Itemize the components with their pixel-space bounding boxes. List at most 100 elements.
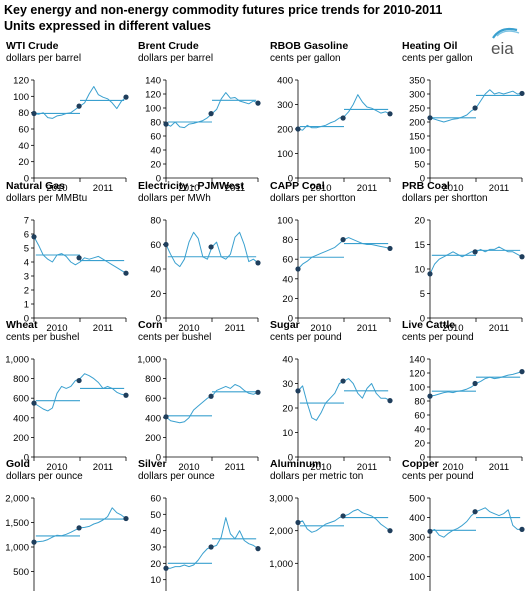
panel-title: Electricity - PJMWest [138, 180, 245, 192]
panel-title: Sugar [270, 319, 300, 331]
y-tick-label: 20 [150, 289, 161, 300]
data-marker [340, 378, 346, 384]
y-tick-label: 120 [409, 369, 425, 380]
y-tick-label: 30 [282, 379, 293, 390]
y-tick-label: 20 [414, 216, 425, 227]
panel-title: Brent Crude [138, 40, 199, 52]
y-tick-label: 0 [24, 314, 29, 325]
y-tick-label: 0 [24, 453, 29, 464]
x-tick-label: 2010 [442, 323, 463, 334]
y-tick-label: 100 [409, 572, 425, 583]
y-tick-label: 40 [18, 141, 29, 152]
x-tick-label: 2011 [489, 462, 509, 473]
data-marker [340, 115, 346, 121]
data-marker [208, 244, 214, 250]
data-marker [31, 539, 37, 545]
y-tick-label: 100 [409, 383, 425, 394]
y-tick-label: 60 [150, 494, 161, 505]
page-title: Key energy and non-energy commodity futu… [4, 3, 443, 17]
y-tick-label: 100 [277, 149, 293, 160]
panel-title: Live Cattle [402, 319, 455, 331]
y-tick-label: 200 [145, 433, 161, 444]
x-tick-label: 2010 [310, 323, 331, 334]
x-tick-label: 2011 [93, 462, 113, 473]
x-tick-label: 2010 [178, 462, 199, 473]
y-tick-label: 60 [150, 240, 161, 251]
x-tick-label: 2010 [46, 183, 67, 194]
panel-title: Wheat [6, 319, 38, 331]
data-marker [31, 110, 37, 117]
data-marker [255, 260, 261, 266]
y-tick-label: 10 [282, 428, 293, 439]
y-tick-label: 20 [18, 157, 29, 168]
data-marker [427, 271, 433, 277]
data-marker [472, 509, 478, 515]
data-marker [76, 377, 82, 384]
y-tick-label: 1,000 [137, 355, 161, 366]
y-tick-label: 500 [13, 567, 29, 578]
panel-title: CAPP Coal [270, 180, 325, 192]
y-tick-label: 50 [150, 510, 161, 521]
panel-title: Gold [6, 458, 30, 470]
y-tick-label: 7 [24, 216, 29, 227]
data-marker [519, 254, 525, 260]
panel-title: Heating Oil [402, 40, 458, 52]
x-tick-label: 2010 [310, 183, 331, 194]
y-tick-label: 20 [282, 404, 293, 415]
x-tick-label: 2010 [46, 323, 67, 334]
data-marker [123, 392, 129, 398]
panel-units: dollars per barrel [6, 53, 81, 64]
data-marker [387, 398, 393, 404]
y-tick-label: 20 [150, 160, 161, 171]
data-marker [123, 94, 129, 100]
y-tick-label: 1,000 [5, 355, 29, 366]
y-tick-label: 20 [414, 439, 425, 450]
x-tick-label: 2011 [357, 323, 377, 334]
y-tick-label: 100 [277, 216, 293, 227]
x-tick-label: 2011 [225, 323, 245, 334]
y-tick-label: 40 [282, 274, 293, 285]
panel-units: cents per gallon [270, 53, 341, 64]
series-line [165, 231, 259, 268]
data-marker [31, 234, 37, 240]
y-tick-label: 0 [24, 174, 29, 185]
panel-units: dollars per shortton [402, 193, 488, 204]
x-tick-label: 2010 [178, 323, 199, 334]
y-tick-label: 0 [156, 174, 161, 185]
y-tick-label: 400 [145, 413, 161, 424]
x-tick-label: 2010 [46, 462, 67, 473]
x-tick-label: 2010 [178, 183, 199, 194]
data-marker [76, 525, 82, 531]
panel-units: cents per gallon [402, 53, 473, 64]
panel-units: dollars per metric ton [270, 471, 363, 482]
panel-title: WTI Crude [6, 40, 59, 52]
y-tick-label: 0 [156, 453, 161, 464]
data-marker [427, 393, 433, 399]
y-tick-label: 3 [24, 272, 29, 283]
data-marker [123, 270, 129, 276]
x-tick-label: 2010 [310, 462, 331, 473]
y-tick-label: 60 [414, 411, 425, 422]
series-line [166, 517, 259, 569]
y-tick-label: 800 [13, 374, 29, 385]
y-tick-label: 400 [277, 76, 293, 87]
y-tick-label: 40 [414, 425, 425, 436]
x-tick-label: 2010 [442, 462, 463, 473]
y-tick-label: 0 [288, 453, 293, 464]
x-tick-label: 2010 [442, 183, 463, 194]
y-tick-label: 60 [18, 125, 29, 136]
y-tick-label: 600 [13, 394, 29, 405]
y-tick-label: 350 [409, 76, 425, 87]
data-marker [163, 414, 169, 420]
series-line [297, 94, 391, 131]
y-tick-label: 10 [150, 575, 161, 586]
